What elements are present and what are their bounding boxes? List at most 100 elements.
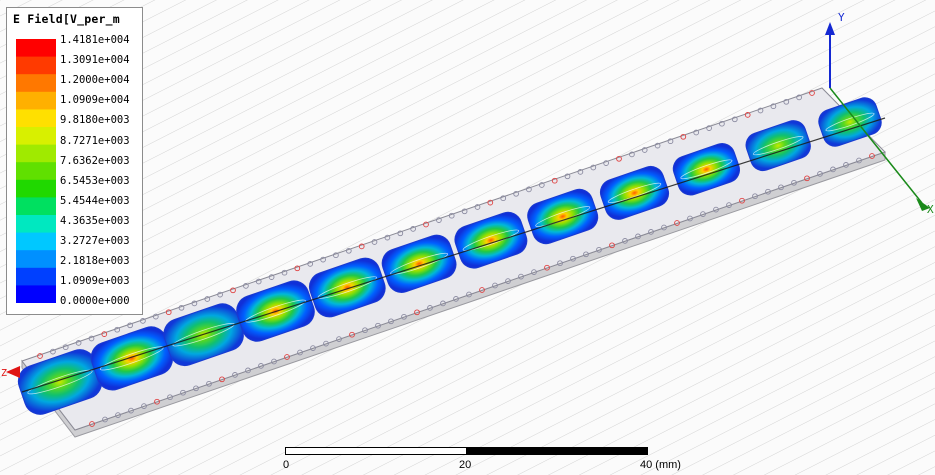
legend-value-label: 5.4544e+003 bbox=[60, 194, 130, 207]
via-hole bbox=[384, 234, 391, 241]
via-hole bbox=[526, 186, 532, 193]
field-legend[interactable]: E Field[V_per_m 1.4181e+004 1.3091e+004 1.… bbox=[6, 7, 143, 315]
x-axis-label: X bbox=[927, 203, 934, 216]
legend-colorbar bbox=[16, 39, 56, 303]
via-hole bbox=[544, 264, 550, 271]
y-axis-label: Y bbox=[838, 11, 845, 24]
via-hole bbox=[622, 238, 628, 244]
via-hole bbox=[596, 246, 602, 253]
legend-value-label: 1.3091e+004 bbox=[60, 54, 130, 67]
legend-color-band bbox=[16, 74, 56, 93]
legend-value-label: 1.4181e+004 bbox=[60, 34, 130, 46]
legend-title: E Field[V_per_m bbox=[13, 12, 120, 26]
scale-label-20: 20 bbox=[459, 459, 472, 471]
waveguide-centerline bbox=[21, 117, 886, 393]
legend-color-band bbox=[16, 197, 56, 216]
via-hole bbox=[487, 199, 494, 206]
via-hole bbox=[726, 202, 732, 208]
via-hole bbox=[492, 282, 498, 289]
via-hole bbox=[577, 169, 584, 175]
legend-value-label: 8.7271e+003 bbox=[60, 134, 130, 147]
via-hole bbox=[629, 151, 635, 158]
legend-value-label: 4.3635e+003 bbox=[60, 214, 130, 227]
field-cell bbox=[745, 120, 811, 172]
via-hole bbox=[154, 398, 160, 405]
via-hole bbox=[388, 318, 394, 325]
legend-color-band bbox=[16, 232, 56, 251]
via-hole bbox=[180, 389, 186, 396]
scale-bar: 0 20 40 (mm) bbox=[283, 447, 704, 475]
via-hole bbox=[518, 273, 524, 280]
via-hole bbox=[778, 184, 784, 191]
via-hole bbox=[128, 407, 134, 414]
via-hole bbox=[375, 322, 381, 329]
via-hole bbox=[641, 147, 648, 153]
via-hole bbox=[243, 283, 249, 289]
via-hole bbox=[284, 354, 290, 360]
legend-value-label: 9.8180e+003 bbox=[60, 114, 130, 127]
via-hole bbox=[255, 278, 262, 285]
legend-color-band bbox=[16, 127, 56, 146]
via-hole bbox=[320, 256, 326, 263]
x-axis-arrow-icon bbox=[916, 198, 930, 211]
via-hole bbox=[167, 394, 173, 401]
via-hole bbox=[661, 224, 667, 231]
via-hole bbox=[713, 206, 719, 213]
via-hole bbox=[791, 179, 797, 186]
via-hole bbox=[423, 221, 429, 228]
via-hole bbox=[757, 107, 764, 114]
via-hole bbox=[731, 116, 738, 123]
legend-value-label: 1.2000e+004 bbox=[60, 74, 130, 87]
via-hole bbox=[165, 309, 172, 316]
legend-value-label: 0.0000e+000 bbox=[60, 295, 130, 308]
field-cell bbox=[454, 211, 528, 269]
legend-value-label: 1.0909e+003 bbox=[60, 275, 130, 288]
via-hole bbox=[102, 416, 108, 423]
via-hole bbox=[297, 349, 303, 356]
via-hole bbox=[310, 345, 316, 351]
via-hole bbox=[770, 103, 777, 110]
z-axis-marker: Z bbox=[1, 366, 20, 379]
via-hole bbox=[410, 226, 416, 232]
axis-triad: Y X bbox=[825, 11, 934, 216]
via-hole bbox=[843, 162, 849, 168]
via-hole bbox=[783, 98, 790, 105]
legend-color-band bbox=[16, 250, 56, 269]
via-hole bbox=[680, 133, 687, 140]
via-hole bbox=[140, 318, 146, 324]
via-hole bbox=[307, 261, 314, 267]
via-hole bbox=[590, 164, 597, 171]
via-hole bbox=[245, 367, 251, 374]
via-hole bbox=[505, 278, 511, 284]
legend-color-band bbox=[16, 179, 56, 198]
legend-value-label: 2.1818e+003 bbox=[60, 255, 130, 268]
via-hole bbox=[114, 326, 121, 333]
via-hole bbox=[271, 358, 277, 365]
via-hole bbox=[603, 160, 609, 166]
via-hole bbox=[294, 265, 301, 272]
field-cell bbox=[672, 143, 741, 196]
via-hole bbox=[217, 291, 223, 298]
via-hole bbox=[551, 177, 558, 184]
via-hole bbox=[268, 274, 275, 280]
via-hole bbox=[461, 208, 468, 215]
via-hole bbox=[397, 230, 404, 237]
field-cell bbox=[527, 188, 599, 245]
y-axis-arrow-icon bbox=[825, 22, 835, 35]
via-hole bbox=[37, 353, 43, 359]
via-hole bbox=[204, 296, 211, 302]
scale-label-0: 0 bbox=[283, 459, 290, 471]
via-hole bbox=[700, 211, 706, 217]
via-hole bbox=[817, 171, 823, 177]
via-hole bbox=[687, 215, 693, 222]
via-hole bbox=[804, 175, 810, 182]
scale-segment-white bbox=[285, 447, 467, 455]
via-hole bbox=[115, 412, 121, 418]
legend-color-band bbox=[16, 91, 56, 110]
legend-color-band bbox=[16, 162, 56, 181]
via-hole bbox=[856, 157, 862, 164]
field-cell bbox=[599, 165, 670, 220]
via-hole bbox=[538, 182, 545, 188]
